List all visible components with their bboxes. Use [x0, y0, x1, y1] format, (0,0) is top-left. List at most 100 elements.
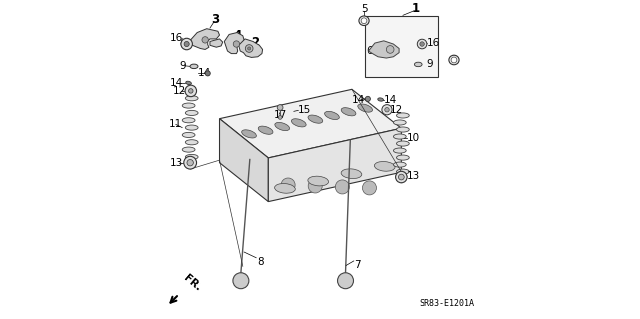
- Ellipse shape: [186, 81, 191, 85]
- Polygon shape: [224, 33, 244, 54]
- Circle shape: [202, 37, 209, 43]
- Ellipse shape: [291, 119, 306, 127]
- Text: 16: 16: [170, 33, 183, 43]
- Ellipse shape: [308, 176, 328, 186]
- Polygon shape: [239, 39, 262, 57]
- Ellipse shape: [378, 98, 383, 101]
- Ellipse shape: [341, 108, 356, 116]
- Text: 13: 13: [407, 171, 420, 181]
- Ellipse shape: [397, 141, 409, 146]
- Circle shape: [187, 160, 193, 166]
- Circle shape: [233, 273, 249, 289]
- FancyBboxPatch shape: [365, 16, 438, 77]
- Circle shape: [399, 174, 404, 180]
- Ellipse shape: [186, 154, 198, 160]
- Ellipse shape: [451, 57, 457, 63]
- Ellipse shape: [397, 127, 409, 132]
- Circle shape: [396, 171, 407, 183]
- Text: 13: 13: [170, 158, 183, 168]
- Text: 3: 3: [212, 13, 220, 26]
- Text: 9: 9: [426, 59, 433, 69]
- Ellipse shape: [449, 55, 459, 65]
- Circle shape: [245, 45, 253, 52]
- Text: 1: 1: [412, 3, 419, 15]
- Circle shape: [365, 96, 371, 101]
- Ellipse shape: [308, 115, 323, 123]
- Text: 14: 14: [352, 94, 365, 105]
- Text: 4: 4: [233, 29, 241, 42]
- Ellipse shape: [186, 140, 198, 145]
- Ellipse shape: [361, 18, 367, 24]
- Ellipse shape: [275, 122, 289, 130]
- Ellipse shape: [186, 110, 198, 115]
- Ellipse shape: [397, 113, 409, 118]
- Circle shape: [281, 178, 295, 192]
- Ellipse shape: [397, 155, 409, 160]
- Text: 14: 14: [384, 94, 397, 105]
- Circle shape: [362, 181, 376, 195]
- Ellipse shape: [394, 120, 406, 125]
- Circle shape: [308, 179, 322, 193]
- Ellipse shape: [394, 134, 406, 139]
- Circle shape: [184, 41, 189, 47]
- Ellipse shape: [242, 130, 257, 138]
- Text: 12: 12: [173, 86, 186, 96]
- Ellipse shape: [374, 161, 395, 171]
- Polygon shape: [189, 29, 220, 49]
- Ellipse shape: [186, 125, 198, 130]
- Ellipse shape: [394, 148, 406, 153]
- Ellipse shape: [190, 64, 198, 69]
- Circle shape: [277, 105, 283, 110]
- Text: 14: 14: [170, 78, 182, 88]
- Text: 6: 6: [367, 46, 373, 56]
- Ellipse shape: [259, 126, 273, 134]
- Text: FR.: FR.: [182, 272, 203, 293]
- Circle shape: [337, 273, 353, 289]
- Circle shape: [335, 180, 349, 194]
- Text: 7: 7: [355, 260, 361, 270]
- Polygon shape: [268, 128, 401, 202]
- Circle shape: [185, 85, 196, 97]
- Circle shape: [181, 38, 193, 50]
- Circle shape: [233, 41, 239, 47]
- Text: 14: 14: [198, 68, 211, 78]
- Ellipse shape: [182, 103, 195, 108]
- Text: 5: 5: [450, 55, 457, 65]
- Ellipse shape: [324, 111, 339, 120]
- Text: 11: 11: [168, 119, 182, 130]
- Circle shape: [382, 105, 392, 115]
- Ellipse shape: [182, 132, 195, 137]
- Text: 2: 2: [252, 36, 260, 48]
- Circle shape: [184, 156, 196, 169]
- Text: 15: 15: [298, 105, 312, 115]
- Circle shape: [420, 42, 424, 46]
- Text: 16: 16: [427, 38, 440, 48]
- Ellipse shape: [182, 147, 195, 152]
- Ellipse shape: [397, 169, 409, 174]
- Circle shape: [278, 115, 282, 119]
- Text: 5: 5: [361, 4, 367, 14]
- Circle shape: [385, 108, 389, 112]
- Polygon shape: [210, 39, 223, 47]
- Ellipse shape: [275, 183, 295, 193]
- Text: SR83-E1201A: SR83-E1201A: [420, 299, 475, 308]
- Ellipse shape: [182, 118, 195, 123]
- Ellipse shape: [415, 62, 422, 67]
- Ellipse shape: [358, 104, 372, 112]
- Ellipse shape: [394, 162, 406, 167]
- Text: 8: 8: [257, 256, 264, 267]
- Polygon shape: [369, 41, 399, 58]
- Text: 10: 10: [407, 133, 420, 143]
- Circle shape: [189, 89, 193, 93]
- Polygon shape: [220, 119, 268, 202]
- Circle shape: [248, 47, 251, 50]
- Circle shape: [205, 71, 211, 76]
- Ellipse shape: [186, 96, 198, 101]
- Polygon shape: [220, 89, 401, 158]
- Ellipse shape: [359, 16, 369, 26]
- Text: 12: 12: [390, 105, 403, 115]
- Circle shape: [417, 39, 427, 49]
- Text: 9: 9: [179, 61, 186, 71]
- Text: 17: 17: [273, 110, 287, 121]
- Ellipse shape: [341, 169, 362, 179]
